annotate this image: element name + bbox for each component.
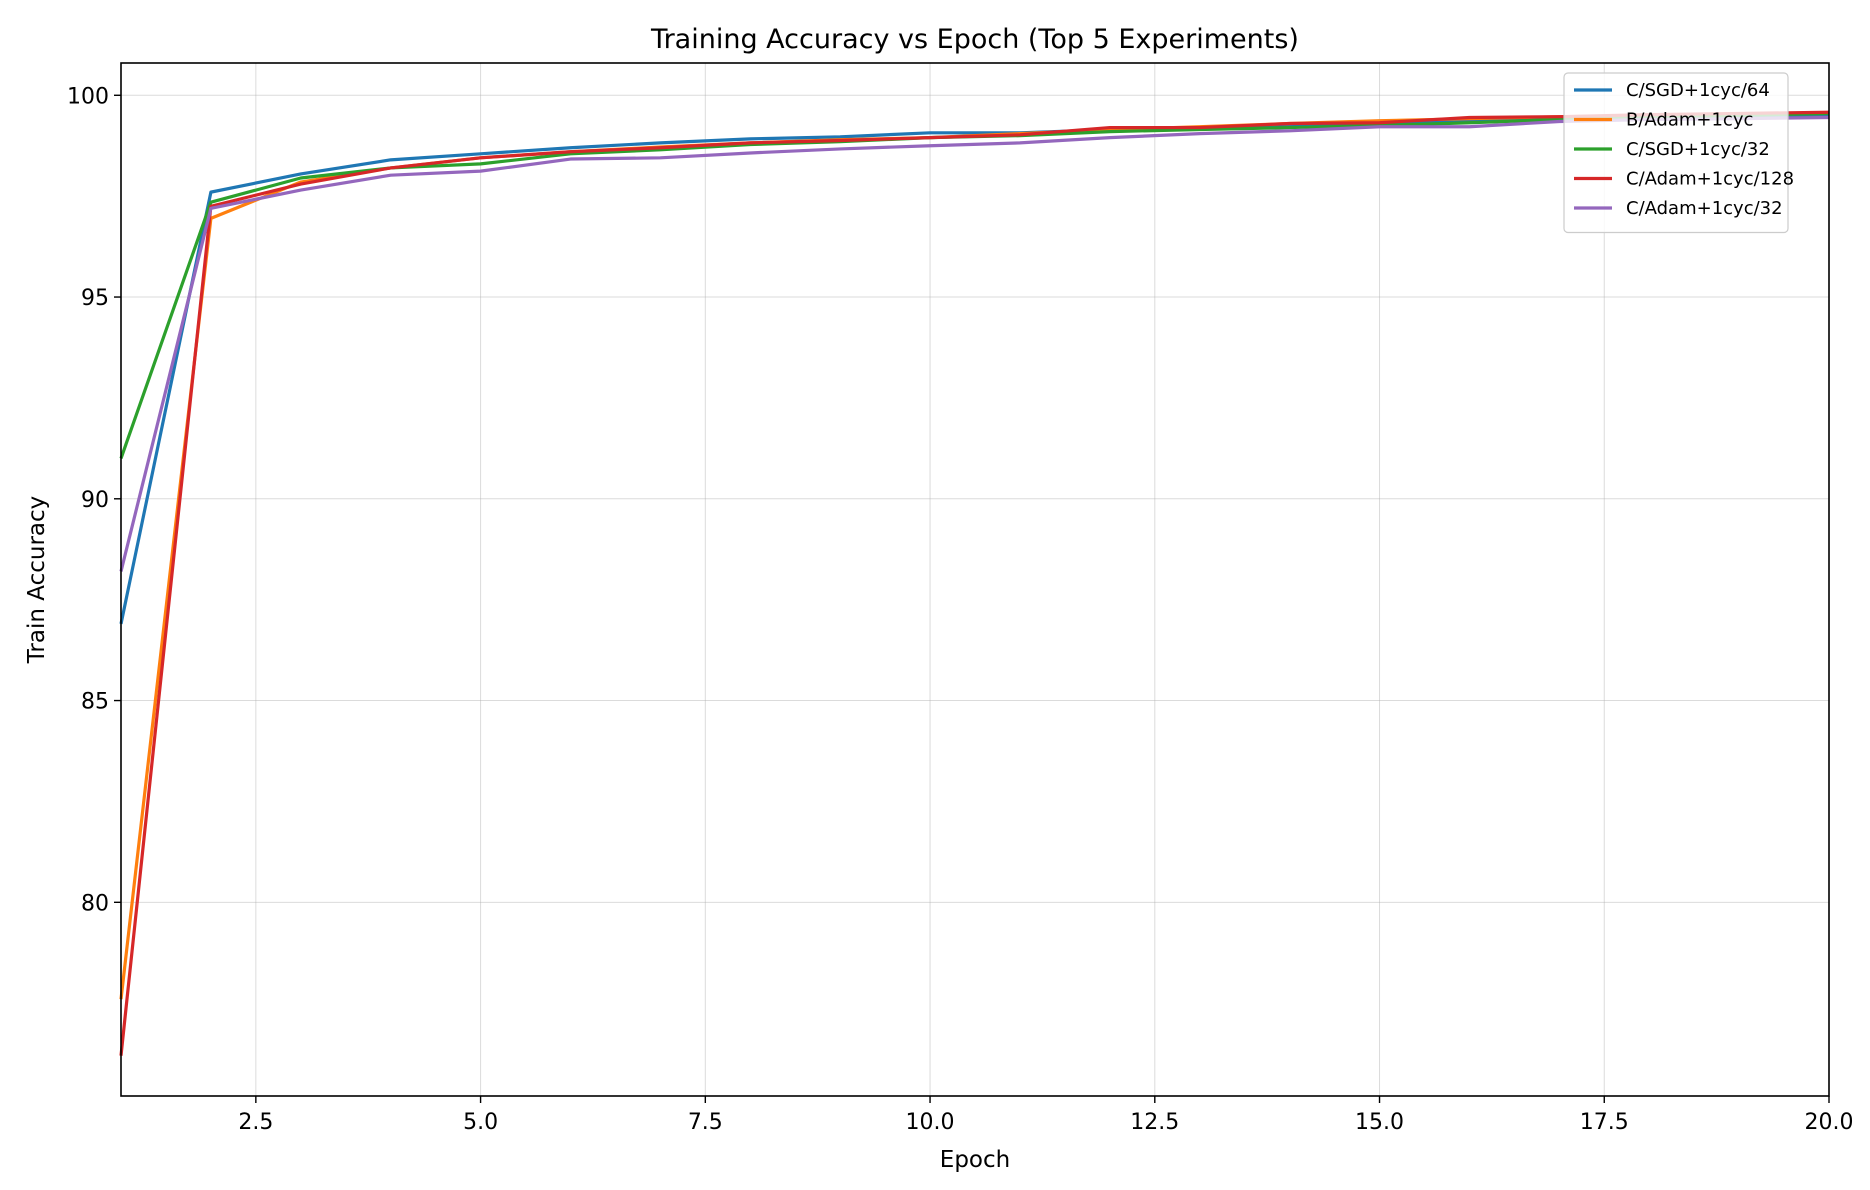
series-lines <box>119 110 1830 1056</box>
y-tick-label: 100 <box>67 84 109 109</box>
legend-entry-label: B/Adam+1cyc <box>1626 110 1753 131</box>
x-axis-ticks: 2.5 5.0 7.5 10.0 12.5 15.0 17.5 20.0 <box>238 1096 1853 1135</box>
x-tick-label: 10.0 <box>906 1110 955 1135</box>
x-axis-label: Epoch <box>940 1147 1010 1173</box>
legend-entry-label: C/SGD+1cyc/32 <box>1626 139 1770 160</box>
y-axis-ticks: 80 85 90 95 100 <box>67 84 121 916</box>
legend-entry-label: C/SGD+1cyc/64 <box>1626 80 1770 101</box>
legend-entry-label: C/Adam+1cyc/128 <box>1626 169 1794 190</box>
series-line-4 <box>119 110 1830 1056</box>
y-tick-label: 85 <box>81 690 109 715</box>
chart-title: Training Accuracy vs Epoch (Top 5 Experi… <box>650 24 1299 55</box>
plot-frame <box>120 62 1830 1097</box>
y-tick-label: 95 <box>81 286 109 311</box>
y-axis-label: Train Accuracy <box>24 496 50 665</box>
y-tick-label: 90 <box>81 488 109 513</box>
x-tick-label: 20.0 <box>1805 1110 1854 1135</box>
x-tick-label: 15.0 <box>1355 1110 1404 1135</box>
x-tick-label: 5.0 <box>463 1110 498 1135</box>
x-tick-label: 17.5 <box>1580 1110 1629 1135</box>
legend-box <box>1563 72 1789 234</box>
x-tick-label: 2.5 <box>238 1110 273 1135</box>
series-line-5 <box>119 115 1830 572</box>
legend: C/SGD+1cyc/64 B/Adam+1cyc C/SGD+1cyc/32 C/A… <box>1563 72 1794 234</box>
legend-entry-label: C/Adam+1cyc/32 <box>1626 198 1783 219</box>
x-tick-label: 7.5 <box>688 1110 723 1135</box>
x-tick-label: 12.5 <box>1130 1110 1179 1135</box>
y-tick-label: 80 <box>81 891 109 916</box>
